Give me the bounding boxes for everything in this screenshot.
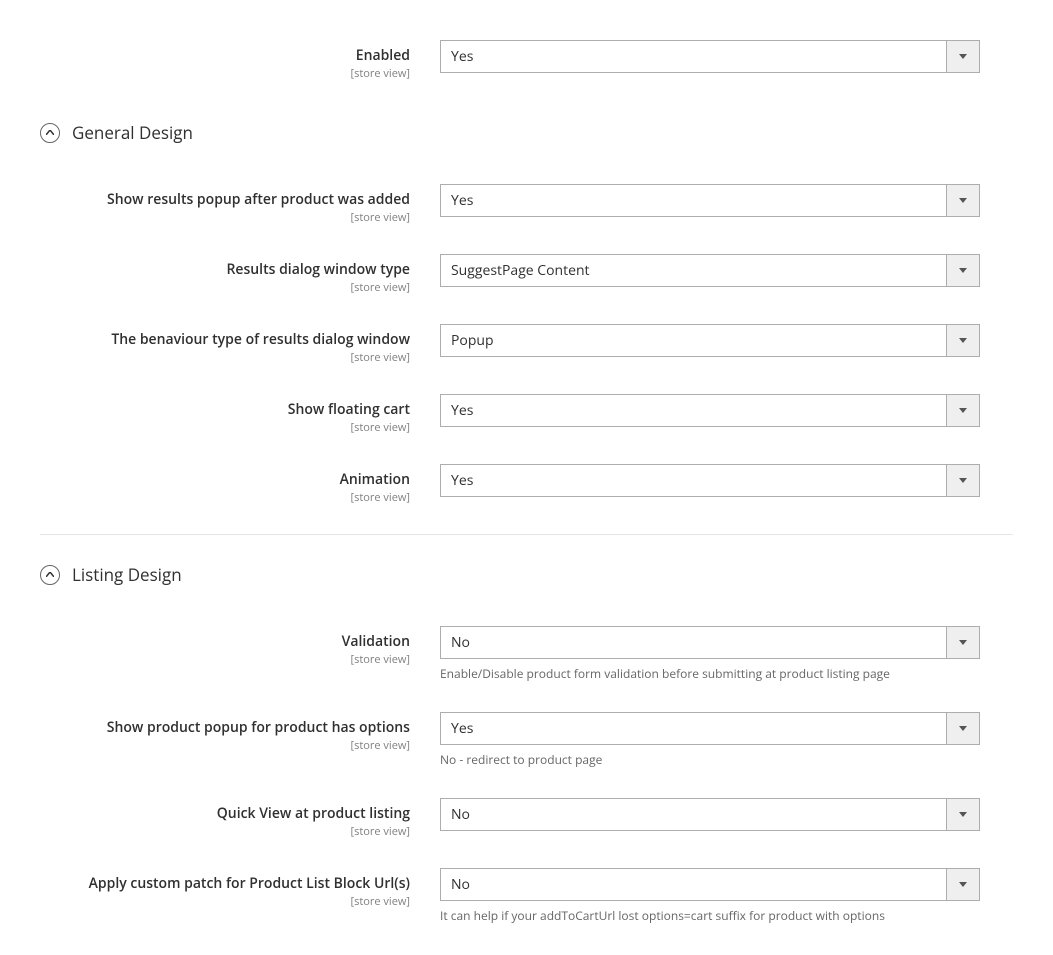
- chevron-down-icon: [946, 41, 979, 72]
- animation-scope: [store view]: [40, 490, 410, 505]
- floating-cart-scope: [store view]: [40, 420, 410, 435]
- animation-select[interactable]: Yes: [440, 464, 980, 497]
- chevron-down-icon: [946, 325, 979, 356]
- enabled-field: Enabled [store view] Yes: [40, 40, 1013, 81]
- enabled-control: Yes: [440, 40, 980, 73]
- enabled-value: Yes: [441, 41, 946, 72]
- general-design-header[interactable]: General Design: [40, 121, 1013, 144]
- chevron-down-icon: [946, 185, 979, 216]
- listing-design-header[interactable]: Listing Design: [40, 563, 1013, 586]
- custom-patch-field: Apply custom patch for Product List Bloc…: [40, 868, 1013, 925]
- chevron-down-icon: [946, 869, 979, 900]
- animation-value: Yes: [441, 465, 946, 496]
- general-design-title: General Design: [72, 121, 193, 144]
- floating-cart-select[interactable]: Yes: [440, 394, 980, 427]
- chevron-down-icon: [946, 465, 979, 496]
- show-results-scope: [store view]: [40, 210, 410, 225]
- quick-view-select[interactable]: No: [440, 798, 980, 831]
- floating-cart-value: Yes: [441, 395, 946, 426]
- section-divider: [40, 534, 1013, 535]
- custom-patch-select[interactable]: No: [440, 868, 980, 901]
- enabled-scope: [store view]: [40, 66, 410, 81]
- behaviour-type-select[interactable]: Popup: [440, 324, 980, 357]
- product-popup-select[interactable]: Yes: [440, 712, 980, 745]
- chevron-up-icon: [40, 123, 60, 143]
- custom-patch-value: No: [441, 869, 946, 900]
- dialog-type-select[interactable]: SuggestPage Content: [440, 254, 980, 287]
- dialog-type-value: SuggestPage Content: [441, 255, 946, 286]
- chevron-down-icon: [946, 713, 979, 744]
- product-popup-scope: [store view]: [40, 738, 410, 753]
- validation-field: Validation [store view] No Enable/Disabl…: [40, 626, 1013, 683]
- dialog-type-scope: [store view]: [40, 280, 410, 295]
- custom-patch-scope: [store view]: [40, 894, 410, 909]
- product-popup-label: Show product popup for product has optio…: [40, 718, 410, 737]
- chevron-down-icon: [946, 627, 979, 658]
- chevron-down-icon: [946, 799, 979, 830]
- behaviour-type-field: The benaviour type of results dialog win…: [40, 324, 1013, 365]
- product-popup-field: Show product popup for product has optio…: [40, 712, 1013, 769]
- chevron-up-icon: [40, 565, 60, 585]
- behaviour-type-label: The benaviour type of results dialog win…: [40, 330, 410, 349]
- show-results-field: Show results popup after product was add…: [40, 184, 1013, 225]
- dialog-type-field: Results dialog window type [store view] …: [40, 254, 1013, 295]
- show-results-value: Yes: [441, 185, 946, 216]
- product-popup-value: Yes: [441, 713, 946, 744]
- quick-view-field: Quick View at product listing [store vie…: [40, 798, 1013, 839]
- custom-patch-label: Apply custom patch for Product List Bloc…: [40, 874, 410, 893]
- quick-view-value: No: [441, 799, 946, 830]
- chevron-down-icon: [946, 255, 979, 286]
- general-design-section: General Design Show results popup after …: [40, 121, 1013, 505]
- enabled-label-col: Enabled [store view]: [40, 40, 440, 81]
- behaviour-type-value: Popup: [441, 325, 946, 356]
- dialog-type-label: Results dialog window type: [40, 260, 410, 279]
- chevron-down-icon: [946, 395, 979, 426]
- validation-value: No: [441, 627, 946, 658]
- animation-field: Animation [store view] Yes: [40, 464, 1013, 505]
- enabled-label: Enabled: [40, 46, 410, 65]
- show-results-select[interactable]: Yes: [440, 184, 980, 217]
- enabled-select[interactable]: Yes: [440, 40, 980, 73]
- listing-design-title: Listing Design: [72, 563, 182, 586]
- show-results-label: Show results popup after product was add…: [40, 190, 410, 209]
- validation-scope: [store view]: [40, 652, 410, 667]
- quick-view-label: Quick View at product listing: [40, 804, 410, 823]
- behaviour-type-scope: [store view]: [40, 350, 410, 365]
- validation-label: Validation: [40, 632, 410, 651]
- validation-select[interactable]: No: [440, 626, 980, 659]
- validation-note: Enable/Disable product form validation b…: [440, 665, 980, 683]
- floating-cart-field: Show floating cart [store view] Yes: [40, 394, 1013, 435]
- product-popup-note: No - redirect to product page: [440, 751, 980, 769]
- quick-view-scope: [store view]: [40, 824, 410, 839]
- animation-label: Animation: [40, 470, 410, 489]
- floating-cart-label: Show floating cart: [40, 400, 410, 419]
- listing-design-section: Listing Design Validation [store view] N…: [40, 563, 1013, 925]
- custom-patch-note: It can help if your addToCartUrl lost op…: [440, 907, 980, 925]
